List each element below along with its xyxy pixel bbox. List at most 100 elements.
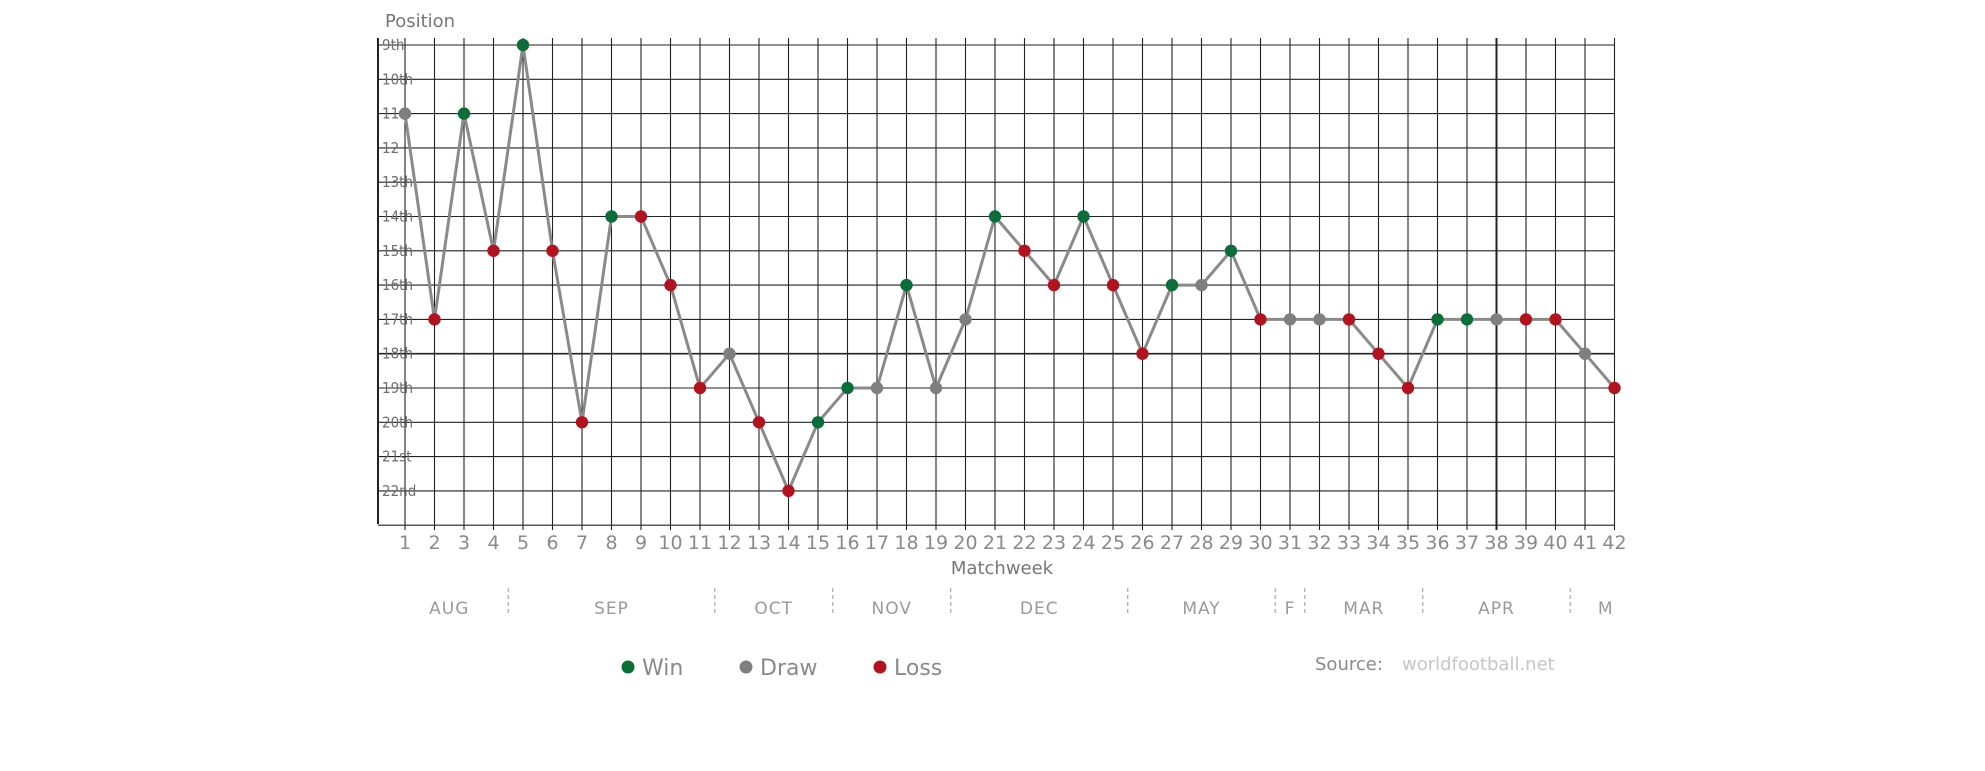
x-tick-label: 22 — [1012, 532, 1036, 554]
month-label: M — [1598, 599, 1614, 619]
x-tick-label: 25 — [1101, 532, 1125, 554]
x-tick-label: 9 — [635, 532, 647, 554]
data-points — [398, 38, 1621, 498]
x-tick-label: 34 — [1366, 532, 1390, 554]
y-tick-labels: 9th 10th 11 12 13th 14th 15th 16th 17th 18th 19th 2… — [382, 36, 416, 500]
data-point-mw22-loss — [1018, 244, 1031, 257]
data-point-mw34-loss — [1372, 347, 1385, 360]
month-labels: AUG SEP OCT NOV DEC MAY F MAR APR M — [429, 588, 1613, 619]
data-point-mw24-win — [1077, 210, 1090, 223]
y-tick-label: 16th — [382, 276, 413, 294]
x-tick-label: 10 — [658, 532, 682, 554]
x-tick-label: 33 — [1337, 532, 1361, 554]
data-point-mw40-loss — [1549, 313, 1562, 326]
x-tick-label: 26 — [1130, 532, 1154, 554]
x-tick-labels: 1 2 3 4 5 6 7 8 9 10 11 12 13 14 15 16 17 18 19 20 21 22 23 24 2… — [399, 532, 1627, 554]
y-tick-label: 21st — [382, 448, 412, 466]
y-tick-label: 20th — [382, 413, 413, 431]
chart-grid — [377, 38, 1616, 530]
data-point-mw35-loss — [1401, 381, 1415, 395]
x-tick-label: 40 — [1543, 532, 1567, 554]
x-tick-label: 11 — [688, 532, 712, 554]
month-label: NOV — [872, 599, 912, 619]
x-tick-label: 3 — [458, 532, 470, 554]
data-point-mw23-loss — [1047, 278, 1061, 292]
x-tick-label: 36 — [1425, 532, 1449, 554]
legend-marker-win — [621, 660, 635, 674]
data-point-mw12-draw — [723, 347, 736, 360]
y-tick-label: 12 — [382, 139, 399, 157]
data-point-mw18-win — [900, 278, 913, 292]
data-point-mw3-win — [457, 107, 471, 120]
month-label: AUG — [429, 599, 469, 619]
x-tick-label: 28 — [1189, 532, 1213, 554]
legend-label-win: Win — [642, 656, 683, 681]
data-point-mw1-draw — [398, 107, 412, 120]
legend-marker-loss — [873, 660, 887, 674]
data-point-mw10-loss — [664, 278, 677, 292]
source-label: Source: — [1315, 654, 1383, 675]
source-value: worldfootball.net — [1402, 654, 1555, 675]
x-tick-label: 19 — [924, 532, 948, 554]
data-point-mw29-win — [1224, 244, 1238, 257]
data-point-mw27-win — [1165, 278, 1179, 292]
x-tick-label: 42 — [1602, 532, 1626, 554]
y-tick-label: 10th — [382, 70, 413, 88]
y-tick-label: 9th — [382, 36, 404, 54]
x-tick-label: 12 — [717, 532, 741, 554]
data-point-mw16-win — [841, 381, 854, 395]
data-point-mw14-loss — [782, 484, 795, 498]
month-label: OCT — [754, 599, 793, 619]
data-point-mw5-win — [516, 38, 530, 52]
data-point-mw17-draw — [870, 381, 884, 395]
data-point-mw15-win — [811, 416, 825, 429]
source: Source: worldfootball.net — [1315, 654, 1555, 675]
x-tick-label: 23 — [1042, 532, 1066, 554]
x-tick-label: 6 — [546, 532, 558, 554]
x-tick-label: 27 — [1160, 532, 1184, 554]
y-tick-label: 15th — [382, 242, 413, 260]
legend-label-loss: Loss — [894, 656, 942, 681]
x-tick-label: 35 — [1396, 532, 1420, 554]
data-point-mw33-loss — [1342, 313, 1356, 326]
data-point-mw8-win — [605, 210, 618, 223]
month-label: MAY — [1182, 599, 1220, 619]
data-point-mw28-draw — [1195, 278, 1208, 292]
month-label: SEP — [594, 599, 629, 619]
data-point-mw19-draw — [929, 381, 943, 395]
position-line — [403, 43, 1616, 493]
x-tick-label: 2 — [428, 532, 440, 554]
x-tick-label: 1 — [399, 532, 411, 554]
x-tick-label: 31 — [1278, 532, 1302, 554]
data-point-mw11-loss — [693, 381, 707, 395]
x-tick-label: 20 — [953, 532, 977, 554]
x-tick-label: 7 — [576, 532, 588, 554]
y-tick-label: 18th — [382, 345, 413, 363]
y-tick-label: 11 — [382, 105, 399, 123]
data-point-mw38-draw — [1490, 313, 1503, 326]
y-tick-label: 19th — [382, 379, 413, 397]
x-tick-label: 30 — [1248, 532, 1272, 554]
data-point-mw4-loss — [487, 244, 500, 257]
x-tick-label: 15 — [806, 532, 830, 554]
data-point-mw13-loss — [752, 416, 766, 429]
x-tick-label: 14 — [776, 532, 800, 554]
x-tick-label: 17 — [865, 532, 889, 554]
month-label: MAR — [1343, 599, 1384, 619]
x-tick-label: 37 — [1455, 532, 1479, 554]
data-point-mw31-draw — [1283, 313, 1297, 326]
legend-marker-draw — [739, 660, 753, 674]
y-tick-label: 14th — [382, 208, 413, 226]
x-tick-label: 39 — [1514, 532, 1538, 554]
x-tick-label: 4 — [487, 532, 499, 554]
x-tick-label: 29 — [1219, 532, 1243, 554]
data-point-mw26-loss — [1136, 347, 1149, 360]
x-tick-label: 8 — [605, 532, 617, 554]
data-point-mw37-win — [1460, 313, 1474, 326]
y-tick-label: 13th — [382, 173, 413, 191]
data-point-mw39-loss — [1519, 313, 1533, 326]
data-point-mw41-draw — [1578, 347, 1592, 360]
x-tick-label: 24 — [1071, 532, 1095, 554]
month-label: F — [1285, 599, 1296, 619]
